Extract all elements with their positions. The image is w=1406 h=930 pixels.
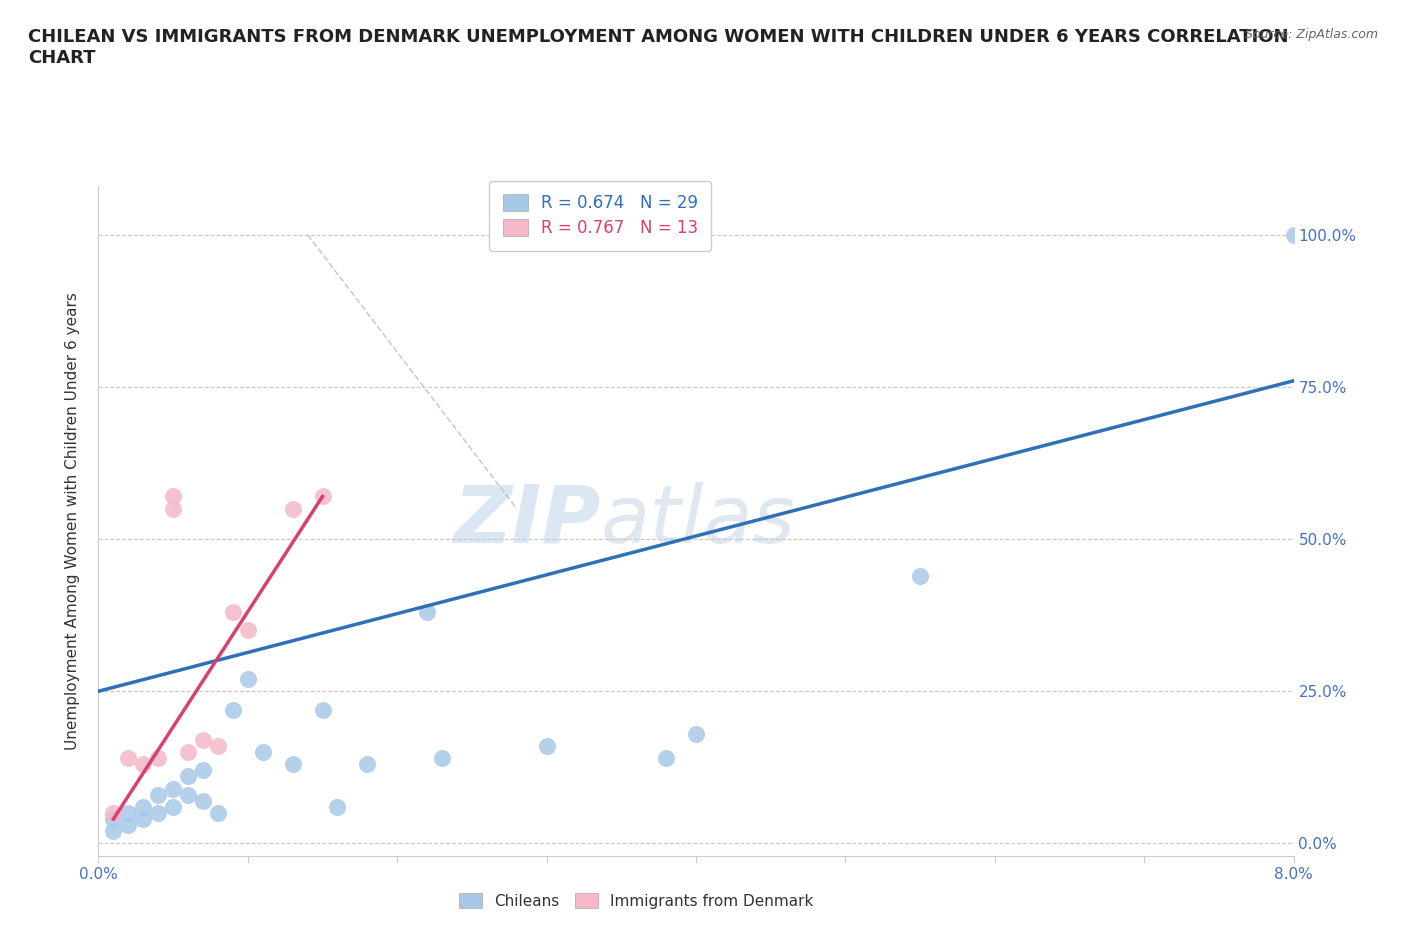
Point — [148, 751, 170, 765]
Text: CHILEAN VS IMMIGRANTS FROM DENMARK UNEMPLOYMENT AMONG WOMEN WITH CHILDREN UNDER : CHILEAN VS IMMIGRANTS FROM DENMARK UNEMP… — [28, 28, 1289, 67]
Point — [222, 702, 245, 717]
Point — [685, 726, 707, 741]
Point — [117, 751, 139, 765]
Point — [1282, 227, 1305, 242]
Point — [132, 800, 155, 815]
Point — [148, 788, 170, 803]
Text: Source: ZipAtlas.com: Source: ZipAtlas.com — [1244, 28, 1378, 41]
Point — [177, 745, 200, 760]
Point — [281, 757, 304, 772]
Point — [117, 817, 139, 832]
Point — [132, 757, 155, 772]
Point — [326, 800, 349, 815]
Point — [311, 702, 333, 717]
Point — [103, 824, 125, 839]
Point — [191, 793, 214, 808]
Point — [117, 805, 139, 820]
Point — [177, 788, 200, 803]
Point — [236, 671, 259, 686]
Point — [162, 781, 184, 796]
Point — [162, 800, 184, 815]
Point — [416, 604, 439, 619]
Point — [191, 763, 214, 777]
Point — [311, 489, 333, 504]
Point — [103, 812, 125, 827]
Point — [236, 623, 259, 638]
Point — [430, 751, 453, 765]
Y-axis label: Unemployment Among Women with Children Under 6 years: Unemployment Among Women with Children U… — [65, 292, 80, 750]
Text: atlas: atlas — [600, 482, 796, 560]
Legend: Chileans, Immigrants from Denmark: Chileans, Immigrants from Denmark — [453, 886, 820, 915]
Point — [162, 489, 184, 504]
Point — [207, 738, 229, 753]
Point — [655, 751, 678, 765]
Point — [222, 604, 245, 619]
Point — [281, 501, 304, 516]
Point — [103, 805, 125, 820]
Text: ZIP: ZIP — [453, 482, 600, 560]
Point — [908, 568, 931, 583]
Point — [207, 805, 229, 820]
Point — [162, 501, 184, 516]
Point — [356, 757, 378, 772]
Point — [177, 769, 200, 784]
Point — [252, 745, 274, 760]
Point — [132, 812, 155, 827]
Point — [191, 733, 214, 748]
Point — [148, 805, 170, 820]
Point — [536, 738, 558, 753]
